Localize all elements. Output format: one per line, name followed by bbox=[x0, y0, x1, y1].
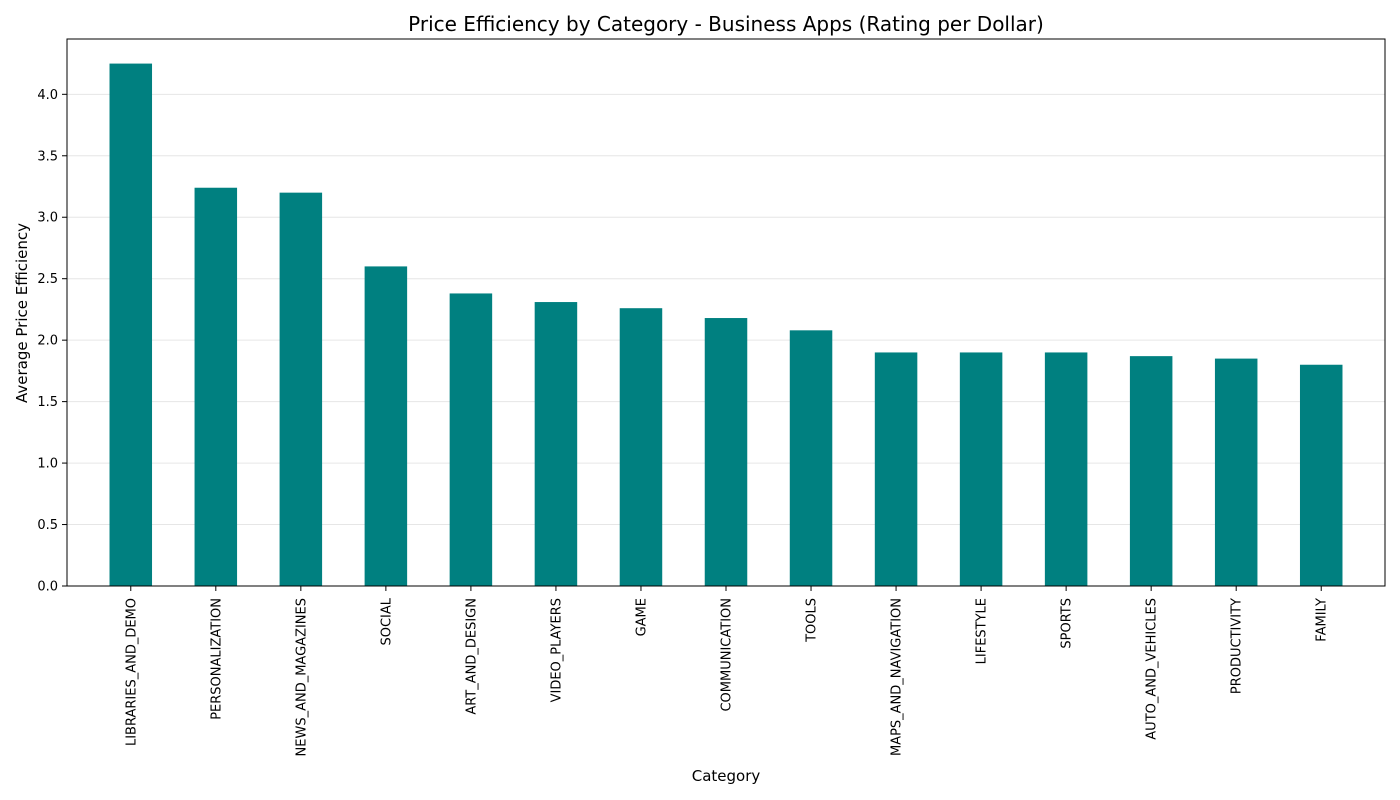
x-tick-label: MAPS_AND_NAVIGATION bbox=[890, 598, 905, 756]
x-tick-label: LIFESTYLE bbox=[975, 598, 990, 664]
y-tick-label: 3.5 bbox=[37, 149, 58, 164]
y-tick-label: 1.5 bbox=[37, 395, 58, 410]
x-tick-label: TOOLS bbox=[805, 598, 820, 643]
y-tick-label: 0.0 bbox=[37, 580, 58, 595]
y-tick-label: 1.0 bbox=[37, 457, 58, 472]
x-tick-label: FAMILY bbox=[1315, 598, 1330, 642]
y-tick-label: 2.0 bbox=[37, 334, 58, 349]
bar bbox=[1044, 352, 1088, 586]
bar bbox=[704, 318, 748, 586]
bar bbox=[109, 63, 153, 586]
x-axis-title: Category bbox=[692, 767, 761, 785]
y-axis-ticks: 0.0 0.5 1.0 1.5 2.0 2.5 3.0 3.5 4.0 bbox=[37, 88, 67, 595]
x-tick-label: LIBRARIES_AND_DEMO bbox=[124, 598, 139, 746]
y-tick-label: 4.0 bbox=[37, 88, 58, 103]
x-tick-label: AUTO_AND_VEHICLES bbox=[1145, 598, 1160, 740]
chart-title: Price Efficiency by Category - Business … bbox=[408, 12, 1044, 36]
bar bbox=[874, 352, 918, 586]
bar bbox=[194, 187, 238, 586]
bar bbox=[279, 192, 323, 587]
x-tick-label: PRODUCTIVITY bbox=[1230, 598, 1245, 694]
bar bbox=[1299, 364, 1343, 586]
x-tick-label: ART_AND_DESIGN bbox=[464, 598, 479, 715]
x-tick-label: GAME bbox=[634, 598, 649, 636]
bar bbox=[959, 352, 1003, 586]
x-axis-ticks: LIBRARIES_AND_DEMO PERSONALIZATION NEWS_AN… bbox=[124, 586, 1330, 756]
x-tick-label: PERSONALIZATION bbox=[209, 598, 224, 720]
bar bbox=[449, 293, 493, 586]
x-tick-label: VIDEO_PLAYERS bbox=[549, 598, 564, 702]
x-tick-label: COMMUNICATION bbox=[720, 598, 735, 712]
x-tick-label: SPORTS bbox=[1060, 598, 1075, 649]
bar bbox=[534, 302, 578, 586]
x-tick-label: NEWS_AND_MAGAZINES bbox=[294, 598, 309, 756]
bar bbox=[1129, 356, 1173, 586]
bar bbox=[364, 266, 408, 586]
y-tick-label: 3.0 bbox=[37, 211, 58, 226]
x-tick-label: SOCIAL bbox=[379, 597, 394, 645]
bar bbox=[1214, 358, 1258, 586]
y-tick-label: 0.5 bbox=[37, 518, 58, 533]
bars bbox=[109, 63, 1343, 587]
y-tick-label: 2.5 bbox=[37, 272, 58, 287]
y-axis-title: Average Price Efficiency bbox=[13, 223, 31, 403]
bar bbox=[789, 330, 833, 586]
bar bbox=[619, 308, 663, 586]
